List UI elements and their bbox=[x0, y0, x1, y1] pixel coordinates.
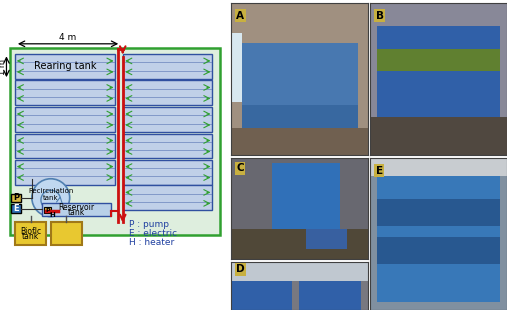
Bar bbox=[123, 160, 212, 184]
Bar bbox=[242, 105, 358, 128]
Text: Reservoir: Reservoir bbox=[58, 203, 94, 212]
Bar bbox=[11, 204, 21, 213]
FancyBboxPatch shape bbox=[10, 48, 221, 235]
Text: Bioflc: Bioflc bbox=[20, 227, 41, 236]
Bar bbox=[51, 222, 82, 245]
Text: P : pump: P : pump bbox=[129, 220, 169, 229]
Bar bbox=[231, 128, 368, 155]
Bar bbox=[272, 163, 340, 229]
Text: H: H bbox=[49, 212, 55, 218]
Bar bbox=[15, 134, 115, 158]
Text: Rearing tank: Rearing tank bbox=[34, 61, 96, 71]
Bar bbox=[377, 169, 500, 303]
Bar bbox=[123, 54, 212, 79]
Text: tank: tank bbox=[67, 208, 85, 217]
Text: D: D bbox=[236, 264, 245, 274]
Bar bbox=[231, 262, 368, 281]
Text: 4 m: 4 m bbox=[59, 33, 77, 42]
Bar bbox=[242, 42, 358, 106]
Bar bbox=[377, 237, 500, 264]
Bar bbox=[231, 229, 368, 259]
Text: 1 m: 1 m bbox=[0, 59, 7, 75]
Text: P: P bbox=[45, 208, 50, 213]
Bar bbox=[370, 158, 507, 176]
Bar bbox=[15, 160, 115, 184]
Bar bbox=[299, 281, 361, 310]
Text: B: B bbox=[376, 11, 384, 21]
Text: tank: tank bbox=[22, 232, 39, 241]
Bar bbox=[231, 33, 242, 102]
Text: A: A bbox=[236, 11, 244, 21]
Bar bbox=[15, 222, 46, 245]
Text: H : heater: H : heater bbox=[129, 238, 174, 247]
Text: E : electric: E : electric bbox=[129, 229, 177, 238]
Circle shape bbox=[32, 179, 69, 217]
Bar bbox=[15, 107, 115, 132]
Bar bbox=[15, 81, 115, 105]
Text: Recirculation
tank: Recirculation tank bbox=[28, 188, 74, 201]
Bar bbox=[377, 49, 500, 72]
Text: E: E bbox=[376, 166, 383, 176]
Bar bbox=[370, 117, 507, 155]
Bar bbox=[306, 228, 347, 249]
Bar bbox=[42, 203, 111, 216]
Text: E: E bbox=[13, 204, 19, 213]
Bar bbox=[123, 107, 212, 132]
Bar bbox=[123, 134, 212, 158]
Bar bbox=[231, 281, 292, 310]
Text: C: C bbox=[236, 163, 244, 173]
Bar bbox=[15, 54, 115, 79]
Bar bbox=[44, 207, 51, 213]
Bar bbox=[123, 185, 212, 210]
Text: P: P bbox=[13, 193, 19, 202]
Bar bbox=[377, 199, 500, 226]
Bar bbox=[123, 81, 212, 105]
Bar bbox=[11, 193, 21, 202]
Bar bbox=[377, 26, 500, 117]
